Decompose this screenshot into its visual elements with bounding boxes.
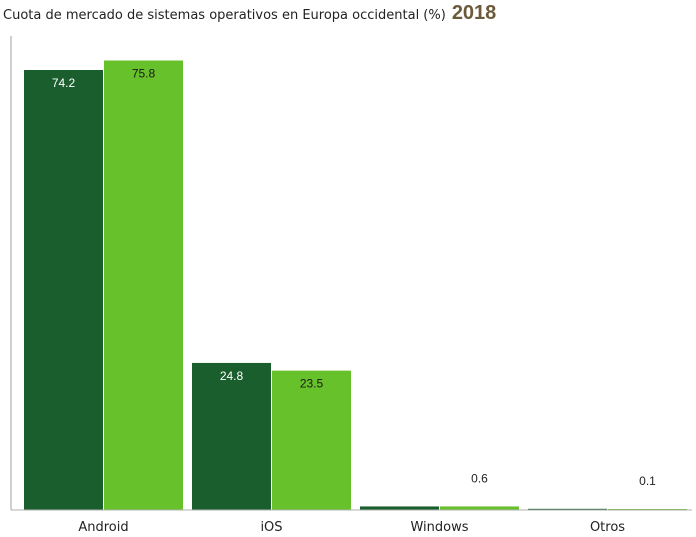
- value-label-ios-series-1: 24.8: [220, 369, 244, 383]
- value-label-windows-series-2: 0.6: [471, 471, 488, 485]
- x-tick-labels-group: Android iOS Windows Otros: [78, 520, 625, 535]
- x-tick-label-windows: Windows: [410, 520, 468, 535]
- bar-android-series-1: [24, 69, 103, 510]
- bar-ios-series-1: [192, 362, 271, 510]
- x-tick-label-android: Android: [78, 520, 128, 535]
- value-label-otros-series-2: 0.1: [639, 474, 656, 488]
- chart-title-block: Cuota de mercado de sistemas operativos …: [3, 2, 496, 26]
- bars-group: [24, 60, 687, 510]
- bar-windows-series-1: [360, 506, 439, 510]
- x-tick-label-ios: iOS: [260, 520, 282, 535]
- value-label-ios-series-2: 23.5: [300, 377, 324, 391]
- value-label-android-series-1: 74.2: [52, 76, 76, 90]
- bar-otros-series-1: [528, 508, 607, 510]
- bar-windows-series-2: [440, 506, 519, 510]
- bar-ios-series-2: [272, 370, 351, 510]
- x-tick-label-otros: Otros: [590, 520, 625, 535]
- bar-android-series-2: [104, 60, 183, 510]
- value-labels-group: 74.2 75.8 24.8 23.5 0.6 0.1: [52, 67, 656, 488]
- chart-year: 2018: [451, 2, 497, 24]
- value-label-android-series-2: 75.8: [132, 67, 156, 81]
- chart-title: Cuota de mercado de sistemas operativos …: [3, 8, 446, 23]
